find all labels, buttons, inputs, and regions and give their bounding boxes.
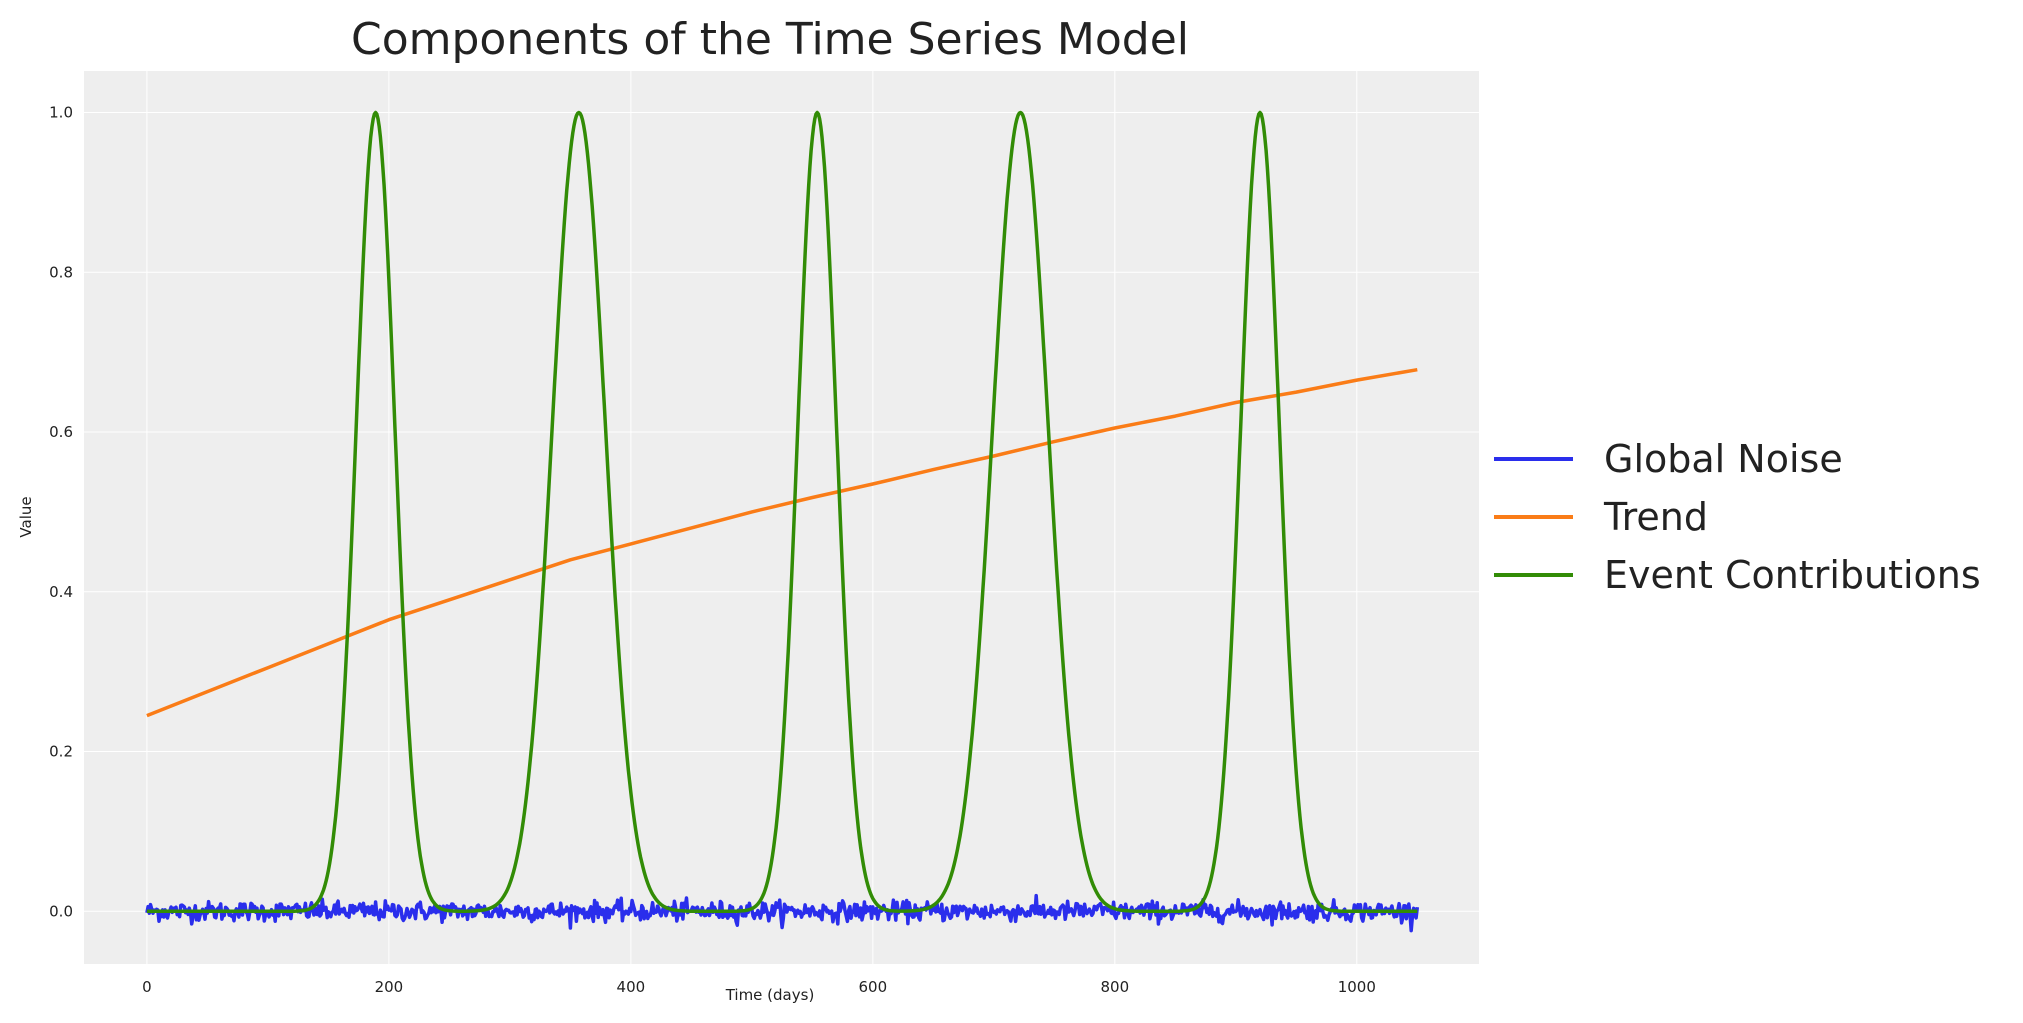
series-line-global-noise [145, 893, 1420, 933]
y-tick-label: 0.4 [49, 583, 73, 601]
y-tick-label: 0.6 [49, 423, 73, 441]
y-tick-label: 0.0 [49, 902, 73, 920]
x-tick-label: 0 [142, 978, 152, 996]
x-ticks: 0 200 400 600 800 1000 [142, 978, 1376, 996]
x-tick-label: 200 [375, 978, 404, 996]
y-tick-label: 0.2 [49, 743, 73, 761]
legend-label: Global Noise [1604, 437, 1843, 481]
y-tick-label: 0.8 [49, 263, 73, 281]
series-lines [145, 110, 1420, 933]
x-tick-label: 800 [1101, 978, 1130, 996]
y-ticks: 0.0 0.2 0.4 0.6 0.8 1.0 [49, 104, 73, 921]
legend: Global Noise Trend Event Contributions [1494, 437, 1981, 597]
x-tick-label: 600 [859, 978, 888, 996]
plot-area [84, 71, 1479, 964]
series-line-event-contributions [146, 110, 1418, 914]
y-tick-label: 1.0 [49, 104, 73, 122]
x-tick-label: 400 [617, 978, 646, 996]
y-axis-label: Value [17, 496, 35, 537]
chart-title: Components of the Time Series Model [351, 14, 1189, 65]
x-axis-label: Time (days) [725, 986, 815, 1004]
legend-label: Trend [1603, 495, 1708, 539]
legend-label: Event Contributions [1604, 553, 1981, 597]
x-tick-label: 1000 [1338, 978, 1376, 996]
series-line-trend [146, 367, 1418, 718]
